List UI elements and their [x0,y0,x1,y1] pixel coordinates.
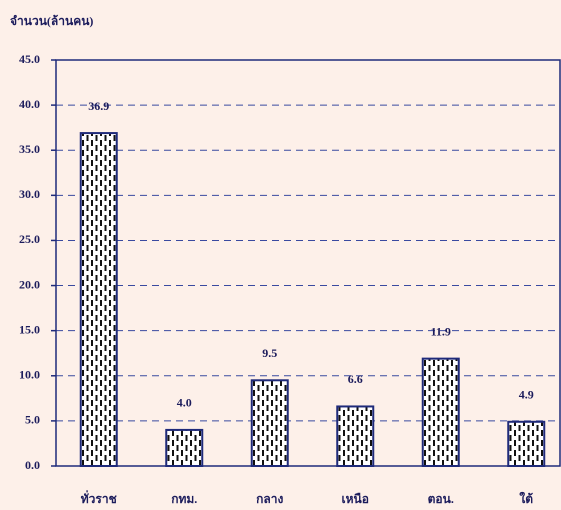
value-label: 4.9 [519,388,534,402]
bar [507,420,546,467]
x-tick-label: ทั่วราช [81,490,117,506]
y-tick-label: 30.0 [19,187,40,201]
y-axis-title: จำนวน(ล้านคน) [10,14,93,28]
y-tick-label: 10.0 [19,368,40,382]
x-tick-label: ตอน. [428,492,454,506]
y-tick-label: 25.0 [19,232,40,246]
y-tick-label: 35.0 [19,142,40,156]
x-tick-label: ใต้ [519,491,533,506]
plot-border [55,59,561,467]
x-tick-label: กลาง [256,492,283,506]
y-tick-label: 20.0 [19,277,40,291]
value-label: 6.6 [348,372,363,386]
bar [79,132,118,468]
y-tick-label: 40.0 [19,97,40,111]
y-tick-label: 45.0 [19,52,40,66]
value-label: 36.9 [88,99,109,113]
value-label: 9.5 [262,346,277,360]
x-tick-label: กทม. [171,492,197,506]
bar [250,379,289,467]
bar [336,405,375,468]
bar [165,428,204,467]
value-label: 11.9 [431,324,451,338]
y-tick-label: 15.0 [19,322,40,336]
x-tick-label: เหนือ [342,492,369,506]
y-tick-label: 0.0 [25,458,40,472]
bar [421,357,460,467]
y-tick-label: 5.0 [25,413,40,427]
value-label: 4.0 [177,396,192,410]
